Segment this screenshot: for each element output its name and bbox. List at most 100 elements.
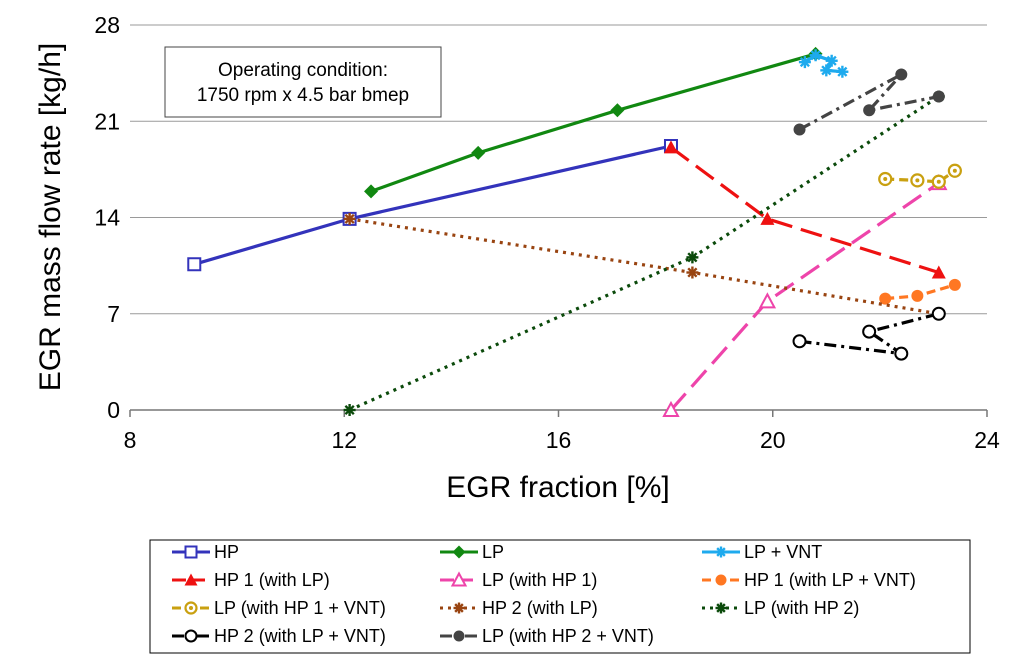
- annotation-box: Operating condition: 1750 rpm x 4.5 bar …: [164, 46, 442, 118]
- data-point: [793, 123, 806, 136]
- data-point: [715, 602, 727, 614]
- legend-label: LP (with HP 1): [482, 570, 597, 590]
- series-lp-with-hp-2-vnt: [793, 68, 945, 136]
- data-point: [343, 212, 356, 225]
- data-point: [931, 306, 946, 321]
- x-axis-title: EGR fraction [%]: [446, 471, 669, 504]
- x-tick-label: 12: [331, 427, 357, 453]
- series-hp-1-with-lp-vnt: [879, 278, 961, 305]
- data-point: [453, 630, 465, 642]
- legend-item-hp-1-with-lp-vnt: HP 1 (with LP + VNT): [702, 570, 916, 590]
- data-point: [862, 324, 877, 339]
- y-ticks: 0 7 14 21 28: [94, 12, 120, 423]
- legend-label: LP (with HP 2): [744, 598, 859, 618]
- data-point: [343, 404, 356, 416]
- data-point: [878, 171, 893, 187]
- series-lp-vnt: [798, 49, 849, 78]
- data-point: [184, 545, 198, 559]
- legend-label: HP 2 (with LP + VNT): [214, 626, 386, 646]
- data-point: [471, 145, 486, 160]
- data-point: [948, 278, 961, 291]
- data-point: [364, 184, 379, 199]
- legend-label: LP: [482, 542, 504, 562]
- y-tick-label: 21: [94, 108, 120, 134]
- legend-label: LP (with HP 2 + VNT): [482, 626, 654, 646]
- x-tick-label: 16: [546, 427, 572, 453]
- y-axis-title: EGR mass flow rate [kg/h]: [34, 43, 67, 391]
- series-line: [885, 169, 956, 184]
- data-point: [792, 334, 807, 349]
- legend-item-lp-with-hp-1: LP (with HP 1): [440, 570, 597, 590]
- series-line: [349, 217, 940, 316]
- series-hp-1-with-lp: [663, 140, 946, 279]
- data-point: [910, 173, 925, 188]
- data-point: [184, 573, 198, 586]
- data-point: [715, 546, 727, 558]
- data-point: [686, 251, 699, 264]
- data-point: [809, 49, 822, 62]
- series-line: [370, 52, 817, 193]
- legend-item-lp-with-hp-2-vnt: LP (with HP 2 + VNT): [440, 626, 654, 646]
- series-hp: [187, 139, 678, 272]
- data-point: [947, 163, 962, 178]
- series-line: [799, 312, 940, 356]
- data-point: [932, 90, 945, 103]
- legend-item-hp-2-with-lp-vnt: HP 2 (with LP + VNT): [172, 626, 386, 646]
- data-point: [798, 56, 811, 69]
- data-point: [863, 104, 876, 117]
- y-tick-label: 14: [94, 205, 120, 231]
- data-point: [879, 292, 892, 305]
- data-point: [825, 54, 838, 67]
- legend-item-lp-with-hp-2: LP (with HP 2): [702, 598, 859, 618]
- series-lp-with-hp-1-vnt: [878, 163, 962, 189]
- legend: HP LP LP + VNT HP 1 (with LP) LP (with HP 1)…: [149, 539, 971, 654]
- data-point: [663, 140, 678, 154]
- legend-label: LP + VNT: [744, 542, 822, 562]
- y-tick-label: 7: [107, 301, 120, 327]
- legend-item-lp: LP: [440, 542, 504, 562]
- data-point: [931, 174, 946, 189]
- series-hp-2-with-lp: [343, 212, 945, 320]
- x-tick-label: 8: [124, 427, 137, 453]
- data-point: [662, 400, 680, 417]
- series-layer: [187, 46, 962, 417]
- data-point: [184, 629, 198, 643]
- series-lp-with-hp-2: [343, 90, 945, 416]
- legend-label: HP 2 (with LP): [482, 598, 598, 618]
- data-point: [758, 292, 777, 309]
- data-point: [610, 103, 625, 118]
- legend-item-hp-2-with-lp: HP 2 (with LP): [440, 598, 598, 618]
- data-point: [894, 346, 909, 361]
- data-point: [453, 602, 465, 614]
- data-point: [931, 265, 946, 279]
- data-point: [836, 65, 849, 78]
- legend-item-hp: HP: [172, 542, 239, 562]
- series-line: [348, 95, 940, 412]
- data-point: [450, 571, 468, 587]
- y-tick-label: 0: [107, 397, 120, 423]
- x-tick-label: 20: [760, 427, 786, 453]
- series-line: [670, 146, 940, 275]
- data-point: [715, 574, 727, 586]
- data-point: [911, 289, 924, 302]
- data-point: [820, 64, 833, 77]
- data-point: [686, 266, 699, 279]
- legend-item-lp-vnt: LP + VNT: [702, 542, 822, 562]
- annotation-line-2: 1750 rpm x 4.5 bar bmep: [197, 85, 409, 106]
- series-line: [193, 144, 672, 266]
- legend-item-hp-1-with-lp: HP 1 (with LP): [172, 570, 330, 590]
- data-point: [187, 257, 202, 272]
- legend-item-lp-with-hp-1-vnt: LP (with HP 1 + VNT): [172, 598, 386, 618]
- legend-label: HP 1 (with LP + VNT): [744, 570, 916, 590]
- series-line: [798, 72, 940, 131]
- grid-lines: [130, 24, 987, 315]
- data-point: [895, 68, 908, 81]
- legend-label: HP: [214, 542, 239, 562]
- data-point: [452, 545, 466, 559]
- data-point: [760, 211, 775, 225]
- y-tick-label: 28: [94, 12, 120, 38]
- data-point: [184, 601, 198, 615]
- legend-label: LP (with HP 1 + VNT): [214, 598, 386, 618]
- x-ticks: 8 12 16 20 24: [124, 410, 1000, 453]
